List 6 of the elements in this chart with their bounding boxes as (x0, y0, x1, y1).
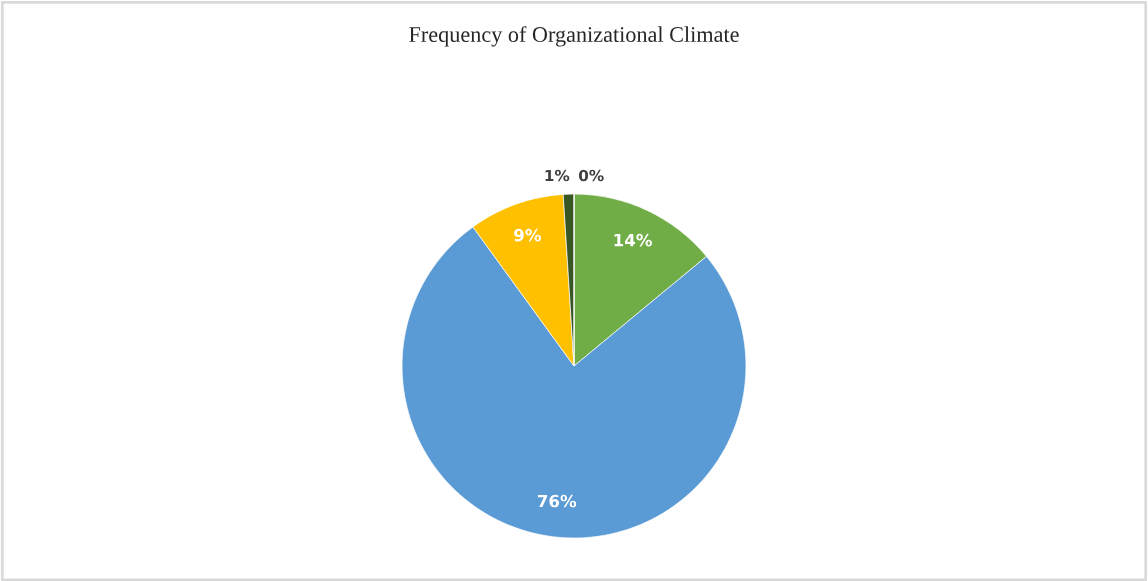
data-label: 14% (614, 233, 652, 247)
data-label: 9% (514, 228, 542, 242)
chart-title: Frequency of Organizational Climate (409, 26, 739, 47)
data-label: 1% (545, 169, 570, 182)
data-label: 76% (537, 494, 577, 508)
text: 0% (578, 169, 604, 182)
